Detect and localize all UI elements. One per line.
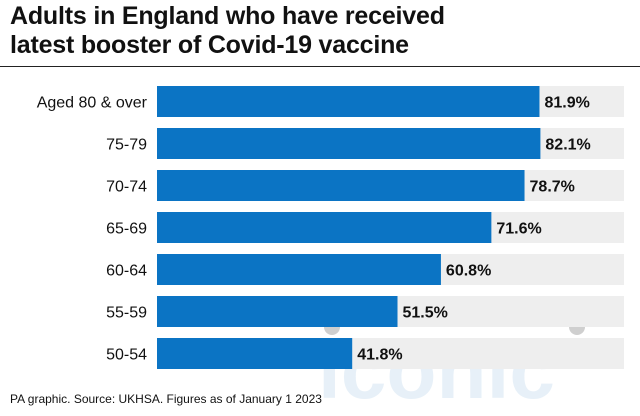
data-label: 78.7% bbox=[530, 179, 575, 196]
source-note: PA graphic. Source: UKHSA. Figures as of… bbox=[10, 392, 322, 406]
chart-title: Adults in England who have received late… bbox=[10, 2, 610, 60]
chart-title-line-1: Adults in England who have received bbox=[10, 2, 445, 30]
bar bbox=[157, 170, 525, 201]
bar bbox=[157, 212, 492, 243]
category-label: Aged 80 & over bbox=[37, 95, 148, 112]
category-label: 55-59 bbox=[106, 305, 147, 322]
bar bbox=[157, 128, 541, 159]
chart-title-line-2: latest booster of Covid-19 vaccine bbox=[10, 31, 409, 59]
data-label: 60.8% bbox=[446, 263, 491, 280]
category-label: 75-79 bbox=[106, 137, 147, 154]
category-label: 60-64 bbox=[106, 263, 147, 280]
bar bbox=[157, 254, 441, 285]
data-label: 82.1% bbox=[545, 137, 590, 154]
category-label: 65-69 bbox=[106, 221, 147, 238]
data-label: 41.8% bbox=[357, 347, 402, 364]
bar bbox=[157, 296, 398, 327]
bar bbox=[157, 86, 540, 117]
data-label: 71.6% bbox=[496, 221, 541, 238]
category-label: 50-54 bbox=[106, 347, 147, 364]
category-label: 70-74 bbox=[106, 179, 147, 196]
data-label: 51.5% bbox=[403, 305, 448, 322]
data-label: 81.9% bbox=[544, 95, 589, 112]
bar bbox=[157, 338, 353, 369]
title-divider bbox=[0, 66, 640, 67]
